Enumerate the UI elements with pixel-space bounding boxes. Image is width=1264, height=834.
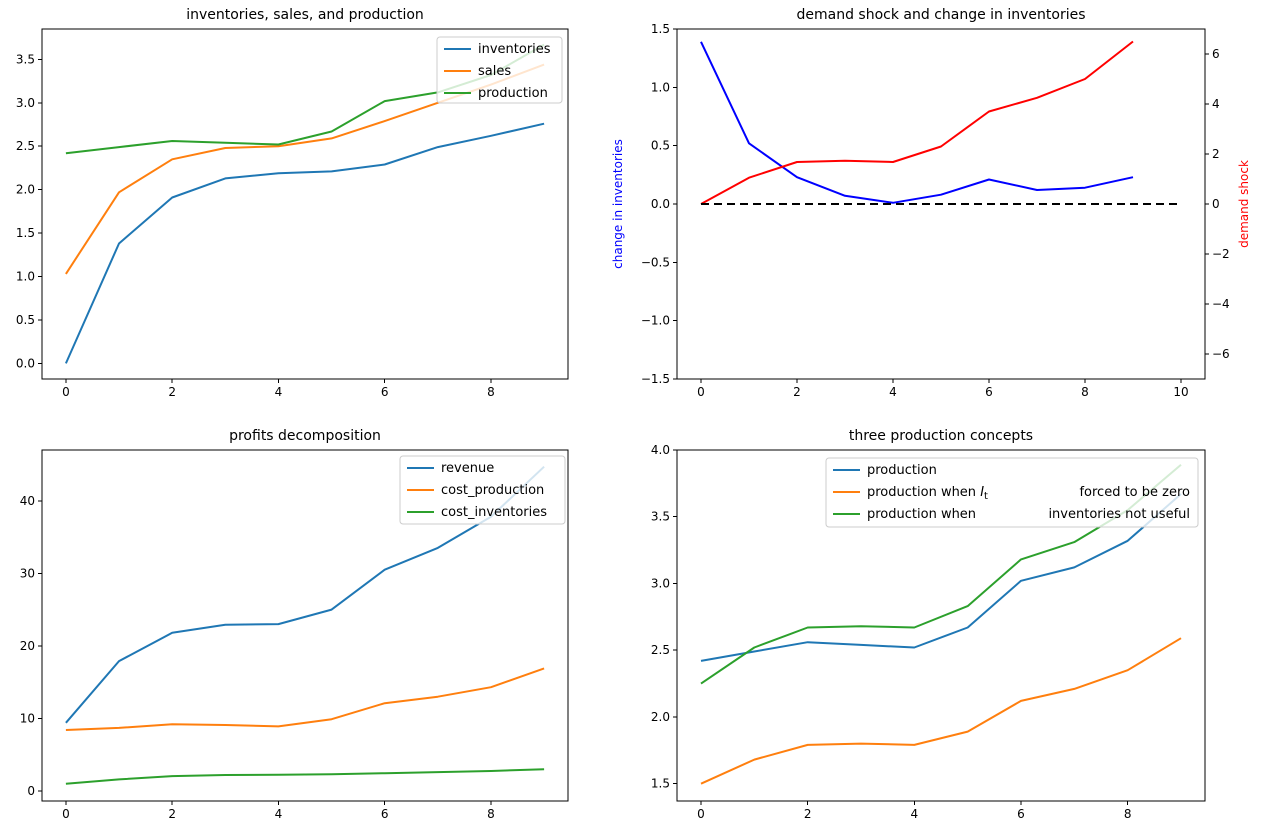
y-tick-label: 3.5 <box>651 510 670 524</box>
y-tick-label: 1.0 <box>16 270 35 284</box>
x-tick-label: 6 <box>985 385 993 399</box>
y-tick-label: 1.5 <box>651 777 670 791</box>
y-tick-label: 3.0 <box>16 96 35 110</box>
y-tick-label: 4.0 <box>651 443 670 457</box>
x-tick-label: 0 <box>62 807 70 821</box>
y-tick-label: −1.5 <box>641 372 670 386</box>
x-tick-label: 4 <box>911 807 919 821</box>
legend-label-right: inventories not useful <box>1048 507 1190 522</box>
axes-frame <box>41 449 569 802</box>
y-tick-label: 1.5 <box>651 22 670 36</box>
legend-label: production <box>867 463 937 478</box>
legend-box <box>825 457 1199 528</box>
y-tick-label: 3.5 <box>16 52 35 66</box>
y-tick-label: −0.5 <box>641 255 670 269</box>
y-tick-label: 1.0 <box>651 80 670 94</box>
legend-box <box>399 455 566 525</box>
x-tick-label: 2 <box>168 385 176 399</box>
line-production <box>700 493 1182 662</box>
y-tick-right-label: −4 <box>1212 297 1230 311</box>
axes-frame <box>676 449 1206 802</box>
x-tick-label: 2 <box>793 385 801 399</box>
panel-title-three-production-concepts: three production concepts <box>848 428 1034 444</box>
line-cost-inventories <box>65 768 545 785</box>
x-tick-label: 8 <box>1124 807 1132 821</box>
x-tick-label: 6 <box>381 385 389 399</box>
legend-label: sales <box>478 64 511 79</box>
y-tick-label: 2.0 <box>651 710 670 724</box>
y-tick-label: 0 <box>27 784 35 798</box>
x-tick-label: 0 <box>697 385 705 399</box>
y-tick-label: 2.5 <box>16 139 35 153</box>
x-tick-label: 8 <box>1081 385 1089 399</box>
line-inventories <box>64 122 545 364</box>
y-tick-label: 2.5 <box>651 643 670 657</box>
x-tick-label: 0 <box>62 385 70 399</box>
legend-label: cost_production <box>441 483 544 498</box>
y-tick-right-label: −2 <box>1212 247 1230 261</box>
legend-label: cost_inventories <box>441 505 547 520</box>
x-tick-label: 8 <box>487 385 495 399</box>
line-demand-shock <box>700 40 1134 205</box>
y-tick-right-label: 0 <box>1212 197 1220 211</box>
y-tick-label: 30 <box>20 566 35 580</box>
panel-title-demand-shock-change-inventories: demand shock and change in inventories <box>796 7 1086 23</box>
line-production-when-i-t-forced-to-be-zero <box>700 637 1182 785</box>
y-tick-label: 20 <box>20 639 35 653</box>
line-revenue <box>65 465 545 724</box>
x-tick-label: 4 <box>889 385 897 399</box>
y-axis-label-change-in-inventories: change in inventories <box>611 139 625 269</box>
panel-title-inventories-sales-production: inventories, sales, and production <box>186 7 424 23</box>
y-tick-label: 10 <box>20 711 35 725</box>
axes-frame <box>41 28 569 380</box>
x-tick-label: 4 <box>275 807 283 821</box>
line-change-in-inventories <box>700 41 1134 204</box>
y-tick-label: −1.0 <box>641 314 670 328</box>
legend-box <box>436 36 563 104</box>
x-tick-label: 6 <box>1017 807 1025 821</box>
y-tick-label: 3.0 <box>651 576 670 590</box>
y-tick-right-label: 4 <box>1212 97 1220 111</box>
y-tick-label: 1.5 <box>16 226 35 240</box>
x-tick-label: 10 <box>1173 385 1188 399</box>
y-tick-right-label: 6 <box>1212 47 1220 61</box>
x-tick-label: 4 <box>275 385 283 399</box>
x-tick-label: 2 <box>168 807 176 821</box>
x-tick-label: 6 <box>381 807 389 821</box>
y-tick-label: 0.0 <box>16 356 35 370</box>
y-tick-label: 0.0 <box>651 197 670 211</box>
y-tick-right-label: 2 <box>1212 147 1220 161</box>
y-tick-label: 0.5 <box>16 313 35 327</box>
y-tick-label: 0.5 <box>651 139 670 153</box>
y-tick-label: 40 <box>20 494 35 508</box>
legend-label: revenue <box>441 461 494 476</box>
y-axis-label-demand-shock: demand shock <box>1237 160 1251 248</box>
y-tick-right-label: −6 <box>1212 347 1230 361</box>
x-tick-label: 2 <box>804 807 812 821</box>
legend-label: production <box>478 86 548 101</box>
legend-label: production when It <box>867 485 988 502</box>
x-tick-label: 0 <box>697 807 705 821</box>
x-tick-label: 8 <box>487 807 495 821</box>
panel-title-profits-decomposition: profits decomposition <box>229 428 381 444</box>
line-cost-production <box>65 667 545 731</box>
legend-label: inventories <box>478 42 551 57</box>
legend-label-right: forced to be zero <box>1079 485 1190 500</box>
y-tick-label: 2.0 <box>16 183 35 197</box>
legend-label: production when <box>867 507 976 522</box>
